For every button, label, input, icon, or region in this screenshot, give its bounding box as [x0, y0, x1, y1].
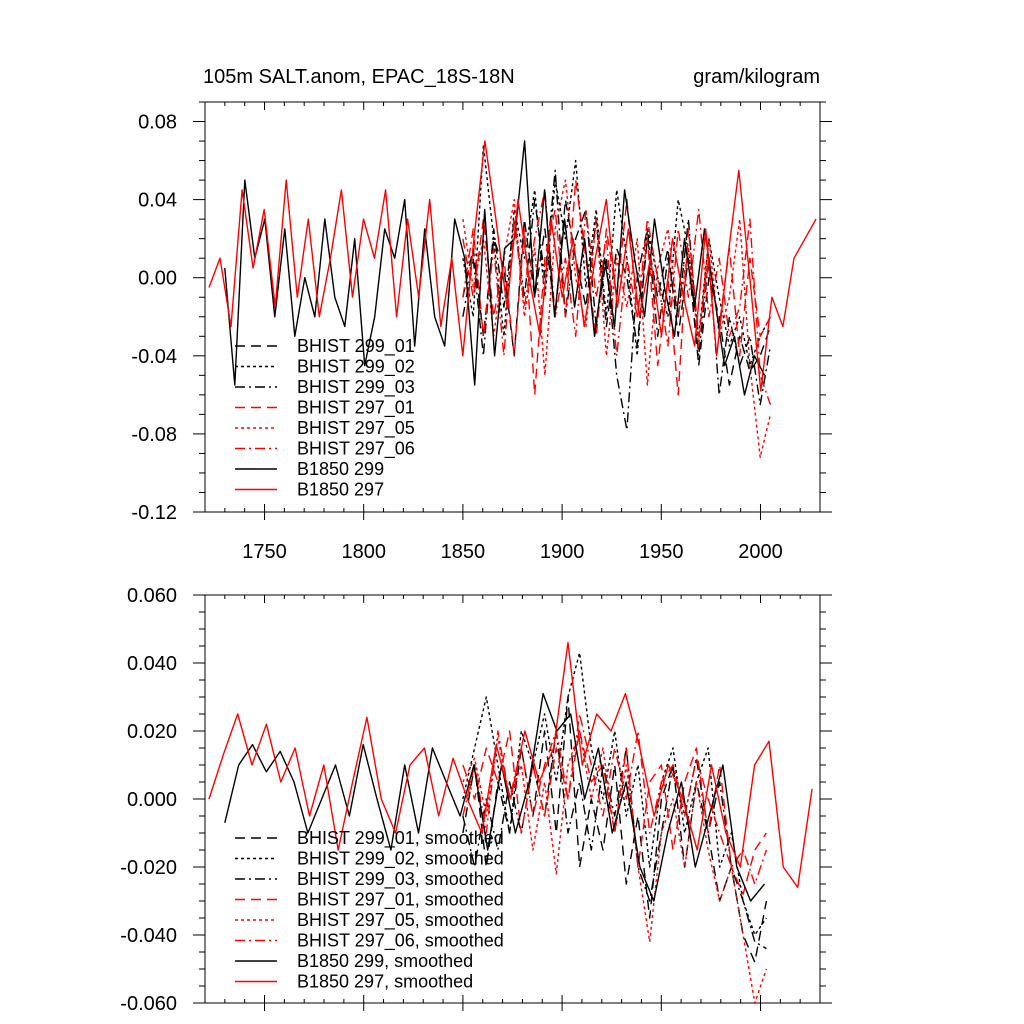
- y-tick-label: 0.08: [138, 112, 177, 134]
- series-line: [462, 730, 768, 1003]
- y-tick-label: 0.00: [138, 268, 177, 290]
- series-line: [462, 189, 772, 405]
- x-tick-label: 1950: [639, 541, 684, 563]
- series-line: [208, 641, 813, 889]
- legend-label: BHIST 297_01: [297, 398, 415, 419]
- x-tick-label: 1800: [341, 541, 386, 563]
- legend-label: BHIST 297_05: [297, 418, 415, 439]
- legend-label: BHIST 299_03: [297, 377, 415, 398]
- series-group: [208, 140, 817, 458]
- y-tick-label: 0.000: [127, 789, 177, 811]
- top-plot-area: 1750 1800 1850 1900 1950 2000 -0.12 -0.08 -0.04 0…: [131, 101, 832, 563]
- legend-label: BHIST 299_01: [297, 336, 415, 357]
- top-title: 105m SALT.anom, EPAC_18S-18N: [203, 66, 515, 88]
- y-tick-label: -0.020: [120, 857, 177, 879]
- y-tick-label: -0.12: [131, 502, 177, 524]
- y-tick-label: -0.040: [120, 925, 177, 947]
- legend-label: BHIST 297_01, smoothed: [297, 890, 504, 911]
- legend-label: B1850 297: [297, 480, 384, 500]
- legend-label: B1850 299: [297, 459, 384, 479]
- series-line: [224, 692, 766, 902]
- plot-frame: [204, 101, 821, 513]
- y-tick-label: 0.020: [127, 721, 177, 743]
- legend-label: BHIST 299_01, smoothed: [297, 828, 504, 849]
- x-tick-label: 1900: [540, 541, 585, 563]
- x-tick-label: 2000: [738, 541, 783, 563]
- series-group: [208, 641, 813, 1003]
- series-line: [462, 730, 767, 950]
- bottom-panel: -0.060 -0.040 -0.020 0.000 0.020 0.040 0.060 BH…: [120, 585, 832, 1015]
- series-line: [462, 144, 772, 367]
- series-line: [462, 713, 768, 885]
- legend-label: BHIST 299_02: [297, 357, 415, 378]
- legend-label: BHIST 299_02, smoothed: [297, 849, 504, 870]
- series-line: [208, 140, 817, 392]
- x-tick-label: 1750: [242, 541, 287, 563]
- y-tick-label: -0.04: [131, 346, 177, 368]
- legend-label: B1850 299, smoothed: [297, 951, 473, 971]
- legend-label: B1850 297, smoothed: [297, 972, 473, 992]
- x-tick-label: 1850: [441, 541, 486, 563]
- legend-label: BHIST 297_06: [297, 439, 415, 460]
- top-panel: 105m SALT.anom, EPAC_18S-18N gram/kilogr…: [131, 66, 832, 563]
- y-tick-label: 0.04: [138, 190, 177, 212]
- legend-label: BHIST 299_03, smoothed: [297, 869, 504, 890]
- y-tick-label: -0.060: [120, 993, 177, 1015]
- y-tick-label: 0.040: [127, 653, 177, 675]
- bottom-plot-area: -0.060 -0.040 -0.020 0.000 0.020 0.040 0.060 BH…: [120, 585, 832, 1015]
- legend-label: BHIST 297_05, smoothed: [297, 910, 504, 931]
- legend-label: BHIST 297_06, smoothed: [297, 931, 504, 952]
- series-line: [224, 140, 766, 396]
- series-line: [462, 198, 772, 386]
- series-line: [462, 179, 772, 458]
- y-tick-label: -0.08: [131, 424, 177, 446]
- y-tick-label: 0.060: [127, 585, 177, 607]
- top-units-label: gram/kilogram: [693, 66, 820, 88]
